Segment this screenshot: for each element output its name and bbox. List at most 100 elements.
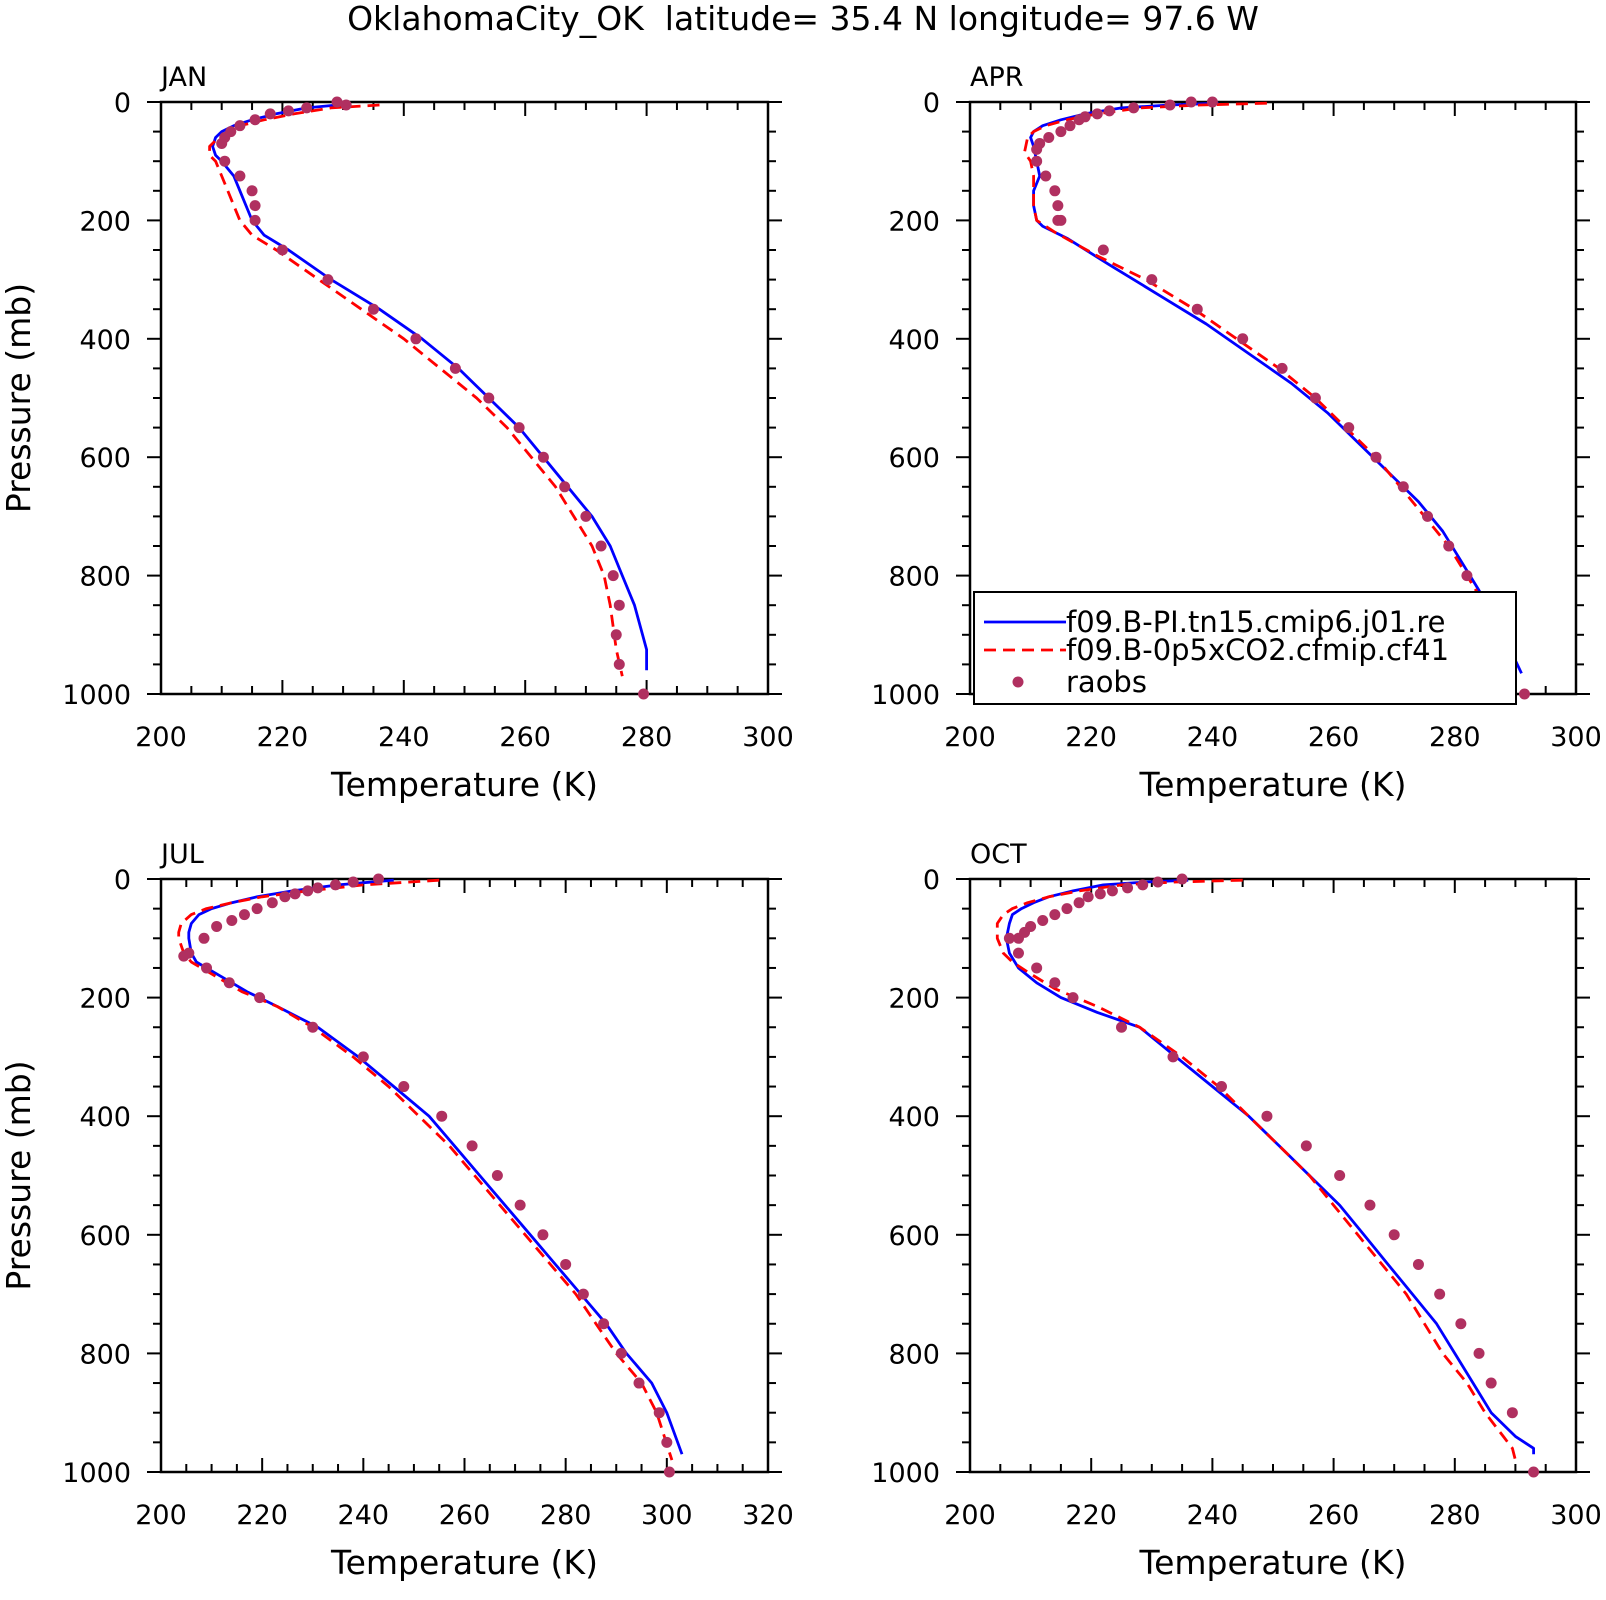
raobs-point	[610, 629, 622, 641]
raobs-point	[613, 599, 625, 611]
raobs-point	[513, 422, 525, 434]
raobs-point	[607, 570, 619, 582]
raobs-point	[1191, 303, 1203, 315]
raobs-point	[1031, 155, 1043, 167]
raobs-point	[449, 362, 461, 374]
raobs-point	[331, 96, 343, 108]
raobs-point	[615, 1347, 627, 1359]
raobs-point	[1103, 105, 1115, 117]
raobs-point	[1003, 932, 1015, 944]
raobs-point	[661, 1436, 673, 1448]
raobs-point	[234, 120, 246, 132]
panels: 200 220 240 260 280 300 0 200 400 600 800 1000 Tempe…	[0, 62, 1602, 1582]
series-line-pi	[1005, 878, 1535, 1455]
raobs-point	[653, 1407, 665, 1419]
x-tick-label: 220	[1065, 1500, 1117, 1531]
panel-label: JAN	[159, 62, 207, 93]
raobs-point	[1067, 992, 1079, 1004]
raobs-point	[1012, 932, 1024, 944]
y-tick-label: 200	[79, 984, 131, 1015]
y-tick-label: 200	[888, 206, 940, 237]
raobs-point	[537, 451, 549, 463]
y-tick-label: 1000	[871, 1458, 940, 1489]
raobs-point	[223, 977, 235, 989]
raobs-point	[234, 170, 246, 182]
raobs-point	[1146, 274, 1158, 286]
x-axis-label: Temperature (K)	[330, 1543, 598, 1582]
raobs-point	[436, 1110, 448, 1122]
y-tick-label: 800	[79, 1339, 131, 1370]
raobs-point	[178, 950, 190, 962]
raobs-point	[1052, 200, 1064, 212]
raobs-point	[251, 903, 263, 915]
raobs-point	[1370, 451, 1382, 463]
raobs-point	[249, 214, 261, 226]
raobs-point	[307, 1021, 319, 1033]
raobs-point	[633, 1377, 645, 1389]
y-tick-label: 600	[79, 1221, 131, 1252]
raobs-point	[1309, 392, 1321, 404]
raobs-point	[410, 333, 422, 345]
raobs-point	[613, 658, 625, 670]
raobs-point	[1091, 108, 1103, 120]
raobs-point	[219, 155, 231, 167]
y-tick-label: 200	[79, 206, 131, 237]
raobs-point	[282, 105, 294, 117]
y-tick-label: 600	[888, 443, 940, 474]
legend-label: f09.B-PI.tn15.cmip6.j01.re	[1066, 605, 1445, 639]
x-tick-label: 320	[742, 1500, 794, 1531]
x-tick-label: 300	[641, 1500, 693, 1531]
raobs-point	[1237, 333, 1249, 345]
y-axis-label: Pressure (mb)	[0, 1060, 38, 1290]
x-tick-label: 200	[944, 1500, 996, 1531]
y-tick-label: 0	[923, 865, 940, 896]
raobs-point	[1261, 1110, 1273, 1122]
y-tick-label: 200	[888, 984, 940, 1015]
raobs-point	[1055, 214, 1067, 226]
raobs-point	[1485, 1377, 1497, 1389]
raobs-point	[398, 1081, 410, 1093]
x-tick-label: 280	[1429, 1500, 1481, 1531]
panel-oct: 200 220 240 260 280 300 0 200 400 600 800 1000 Tempe…	[871, 839, 1601, 1582]
raobs-point	[198, 932, 210, 944]
panel-jan: 200 220 240 260 280 300 0 200 400 600 800 1000 Tempe…	[0, 62, 794, 804]
legend-label: f09.B-0p5xCO2.cfmip.cf41	[1066, 633, 1449, 667]
raobs-point	[1412, 1258, 1424, 1270]
raobs-point	[249, 114, 261, 126]
panel-apr: 200 220 240 260 280 300 0 200 400 600 800 1000 Tempe…	[871, 62, 1601, 804]
raobs-point	[1164, 99, 1176, 111]
raobs-point	[1031, 962, 1043, 974]
raobs-point	[537, 1229, 549, 1241]
x-tick-label: 220	[1065, 722, 1117, 753]
raobs-point	[1031, 143, 1043, 155]
raobs-point	[1334, 1170, 1346, 1181]
plot-frame	[968, 877, 1578, 1474]
raobs-point	[1276, 362, 1288, 374]
raobs-point	[276, 244, 288, 256]
y-tick-label: 600	[79, 443, 131, 474]
panel-label: APR	[970, 62, 1024, 93]
raobs-point	[595, 540, 607, 552]
y-tick-label: 400	[888, 1102, 940, 1133]
x-tick-label: 200	[135, 1500, 187, 1531]
raobs-point	[289, 888, 301, 900]
x-tick-label: 260	[1308, 722, 1360, 753]
x-tick-label: 280	[621, 722, 673, 753]
legend-box	[973, 591, 1517, 705]
series-line-pi	[1029, 101, 1523, 674]
y-tick-label: 400	[888, 325, 940, 356]
raobs-point	[330, 879, 342, 891]
raobs-point	[559, 481, 571, 493]
raobs-point	[663, 1466, 675, 1478]
raobs-point	[373, 873, 385, 885]
y-tick-label: 1000	[62, 1458, 131, 1489]
raobs-point	[514, 1199, 526, 1211]
raobs-point	[1388, 1229, 1400, 1241]
raobs-point	[211, 920, 223, 932]
series-line-0p5xco2	[208, 103, 624, 677]
raobs-point	[302, 885, 314, 897]
raobs-point	[1137, 879, 1149, 891]
raobs-point	[598, 1318, 610, 1330]
raobs-point	[312, 882, 324, 894]
